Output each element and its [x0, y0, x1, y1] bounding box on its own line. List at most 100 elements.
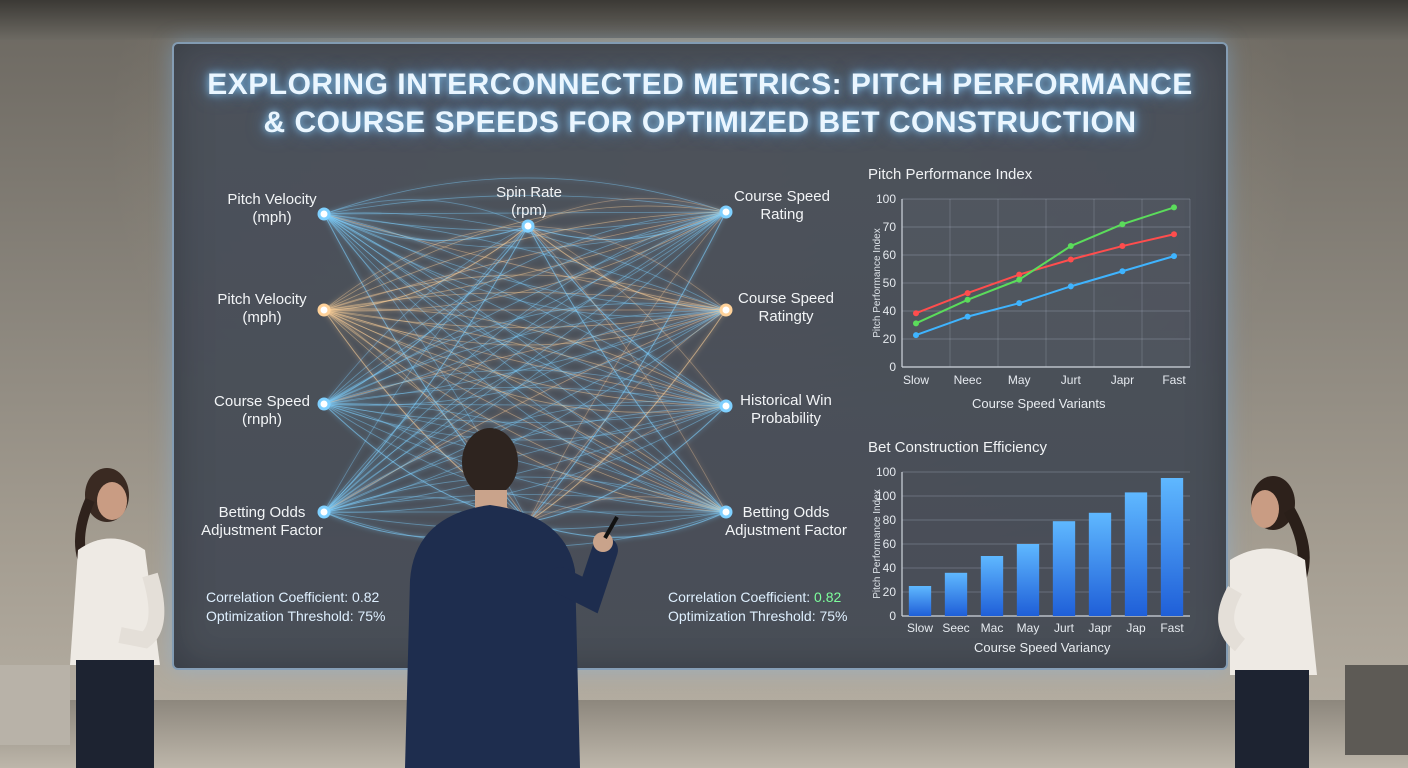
correlation-left: Correlation Coefficient: 0.82 — [206, 589, 380, 605]
network-link-11 — [323, 213, 727, 407]
network-link-75 — [323, 211, 727, 513]
network-link-34 — [323, 308, 727, 407]
network-link-9 — [323, 213, 727, 317]
network-link-81 — [323, 309, 727, 513]
network-node-2 — [317, 397, 331, 411]
network-link-87 — [323, 476, 727, 513]
line-point-1-2 — [1016, 276, 1023, 283]
pitch-performance-line-chart: 0 20 40 50 60 70 100 Pitch Performance Index Slo… — [872, 192, 1191, 387]
network-link-39 — [323, 309, 727, 513]
line-series-1 — [915, 206, 1175, 325]
bar-xtick-2: Mac — [981, 621, 1004, 635]
network-link-4 — [323, 211, 727, 249]
right-node-label-2: Course Speed Ratingty — [738, 290, 834, 325]
threshold-left: Optimization Threshold: 75% — [206, 608, 386, 624]
presenter — [405, 428, 619, 768]
ceiling — [0, 0, 1408, 40]
line-point-0-2 — [1016, 271, 1023, 278]
network-link-58 — [323, 369, 727, 407]
stats-right: Correlation Coefficient: 0.82 Optimizati… — [668, 588, 848, 626]
network-link-108 — [527, 225, 727, 513]
line-ylabel: Pitch Performance Index — [872, 228, 883, 338]
bar-7 — [1160, 478, 1184, 616]
line-xtick-5: Fast — [1162, 373, 1186, 387]
bar-ylabel: Pitch Performance Index — [872, 489, 883, 599]
title-line-2: & COURSE SPEEDS FOR OPTIMIZED BET CONSTR… — [263, 106, 1137, 139]
woman-left — [70, 468, 165, 768]
network-link-102 — [527, 309, 727, 523]
network-link-83 — [323, 405, 727, 513]
network-link-8 — [323, 213, 727, 311]
network-link-96 — [527, 211, 727, 241]
bar-ytick-1: 20 — [883, 585, 897, 599]
line-ytick-4: 60 — [883, 248, 897, 262]
left-node-label-2: Pitch Velocity (mph) — [217, 291, 307, 326]
network-link-64 — [323, 403, 727, 513]
pants-right — [1235, 670, 1309, 768]
line-point-1-0 — [913, 320, 919, 327]
blouse-right — [1230, 548, 1317, 675]
network-link-25 — [323, 211, 727, 311]
network-link-66 — [323, 403, 727, 513]
network-link-68 — [323, 225, 529, 405]
network-link-30 — [323, 292, 727, 311]
network-link-107 — [527, 405, 727, 523]
right-node-label-4: Betting Odds Adjustment Factor — [725, 504, 847, 539]
network-link-101 — [527, 225, 727, 311]
threshold-right: Optimization Threshold: 75% — [668, 608, 848, 624]
bar-4 — [1052, 521, 1076, 616]
bar-chart-title: Bet Construction Efficiency — [868, 439, 1047, 456]
woman-right — [1218, 476, 1317, 768]
line-point-1-3 — [1067, 243, 1074, 250]
network-link-15 — [323, 213, 727, 513]
line-xtick-4: Japr — [1111, 373, 1134, 387]
network-link-100 — [527, 225, 727, 311]
network-link-17 — [323, 213, 727, 513]
network-link-97 — [527, 198, 727, 227]
network-link-7 — [323, 213, 727, 311]
network-link-32 — [323, 309, 727, 328]
line-ytick-5: 70 — [883, 220, 897, 234]
network-link-93 — [323, 225, 529, 513]
line-point-0-1 — [964, 290, 971, 297]
pants-left — [76, 660, 154, 768]
network-link-21 — [323, 199, 529, 227]
bar-xtick-5: Japr — [1088, 621, 1111, 635]
line-xtick-2: May — [1008, 373, 1031, 387]
line-chart-title: Pitch Performance Index — [868, 166, 1033, 183]
network-link-45 — [323, 225, 529, 311]
network-link-106 — [527, 405, 727, 523]
line-ytick-1: 20 — [883, 332, 897, 346]
network-link-20 — [323, 213, 529, 241]
network-link-50 — [323, 211, 727, 405]
line-ytick-3: 50 — [883, 276, 897, 290]
network-link-35 — [323, 309, 727, 407]
network-link-59 — [323, 387, 727, 407]
left-node-label-3: Course Speed (rnph) — [214, 393, 310, 428]
bar-ytick-2: 40 — [883, 561, 897, 575]
correlation-right: Correlation Coefficient: 0.82 — [668, 589, 842, 605]
screen-title: EXPLORING INTERCONNECTED METRICS: PITCH … — [174, 66, 1226, 142]
network-link-111 — [527, 496, 727, 523]
line-point-0-5 — [1171, 231, 1177, 238]
line-point-2-0 — [913, 332, 919, 339]
line-point-1-4 — [1119, 221, 1126, 228]
network-link-40 — [323, 309, 727, 513]
network-link-98 — [527, 211, 727, 523]
network-link-1 — [323, 195, 727, 215]
network-link-74 — [323, 211, 727, 513]
bar-xtick-3: May — [1017, 621, 1040, 635]
left-node-label-4: Betting Odds Adjustment Factor — [201, 504, 323, 539]
network-link-79 — [323, 309, 727, 513]
line-point-0-3 — [1067, 256, 1074, 263]
bar-5 — [1088, 512, 1112, 616]
network-link-27 — [323, 211, 727, 311]
network-node-0 — [317, 207, 331, 221]
network-link-92 — [323, 225, 529, 513]
bar-xtick-4: Jurt — [1054, 621, 1075, 635]
network-node-1 — [317, 303, 331, 317]
bar-ytick-0: 0 — [889, 609, 896, 623]
network-link-69 — [323, 225, 529, 405]
correlation-value: 0.82 — [814, 589, 842, 605]
bar-1 — [944, 572, 968, 616]
